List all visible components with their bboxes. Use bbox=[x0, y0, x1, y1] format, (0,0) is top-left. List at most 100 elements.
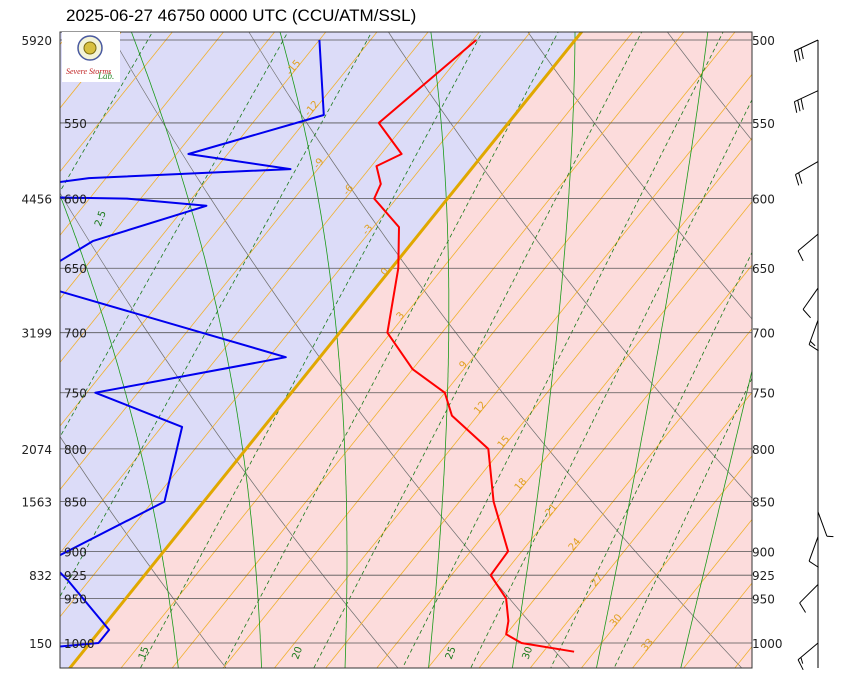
wind-barb bbox=[808, 536, 819, 568]
pressure-label-right: 700 bbox=[752, 327, 775, 341]
isotherm-line bbox=[325, 137, 752, 668]
isotherm-line bbox=[478, 328, 752, 668]
isobars bbox=[60, 39, 752, 644]
moist-adiabat bbox=[130, 32, 262, 668]
isotherm-line bbox=[60, 32, 480, 554]
isotherm-line bbox=[171, 32, 685, 668]
wind-barb bbox=[802, 287, 819, 319]
wind-barbs bbox=[793, 39, 834, 671]
wind-barb bbox=[808, 320, 819, 352]
temperature-profile bbox=[373, 39, 575, 653]
plot-frame bbox=[59, 31, 753, 669]
wind-barb bbox=[817, 511, 834, 538]
pressure-label-left: 850 bbox=[64, 496, 87, 510]
isotherm-line bbox=[222, 32, 736, 668]
pressure-label-left: 800 bbox=[64, 443, 87, 457]
dry-adiabats bbox=[60, 27, 850, 669]
dry-adiabat bbox=[666, 32, 752, 141]
wind-barb bbox=[793, 90, 819, 113]
moist-adiabat bbox=[512, 32, 576, 668]
isotherm-line bbox=[376, 200, 752, 668]
isotherm-line bbox=[273, 73, 752, 668]
warm-region bbox=[69, 32, 752, 668]
dewpoint-profile bbox=[60, 39, 325, 648]
pressure-label-right: 600 bbox=[752, 193, 775, 207]
isotherm-line bbox=[782, 27, 850, 673]
pressure-label-left: 925 bbox=[64, 569, 87, 583]
chart-title: 2025-06-27 46750 0000 UTC (CCU/ATM/SSL) bbox=[66, 6, 417, 25]
pressure-label-right: 800 bbox=[752, 443, 775, 457]
moist-adiabat bbox=[765, 0, 850, 669]
height-label: 1563 bbox=[21, 496, 52, 510]
dry-adiabat bbox=[803, 27, 850, 669]
zero-isotherm-line bbox=[67, 32, 584, 668]
mixing-ratio-line bbox=[313, 32, 643, 668]
wind-barb bbox=[795, 161, 819, 186]
isotherm-label: 0 bbox=[379, 266, 392, 278]
pressure-label-left: 550 bbox=[64, 117, 87, 131]
background-regions bbox=[60, 32, 752, 668]
pressure-label-right: 950 bbox=[752, 592, 775, 606]
pressure-label-left: 750 bbox=[64, 387, 87, 401]
isotherm-line bbox=[833, 27, 850, 673]
moist-adiabat bbox=[596, 32, 709, 668]
logo-lab-text: Lab. bbox=[97, 71, 114, 81]
moist-adiabat bbox=[428, 32, 450, 668]
dry-adiabat bbox=[527, 32, 752, 320]
wind-barb bbox=[799, 584, 819, 613]
height-label: 4456 bbox=[21, 193, 52, 207]
dry-adiabat bbox=[60, 436, 227, 668]
dry-adiabat bbox=[60, 192, 399, 668]
wind-barb bbox=[793, 39, 819, 63]
mixing-ratio-line bbox=[222, 32, 559, 668]
isotherm-line bbox=[120, 32, 634, 668]
pressure-label-left: 1000 bbox=[64, 637, 95, 651]
mixing-ratio-label: 10 bbox=[1, 645, 16, 661]
moist-adiabats bbox=[60, 0, 850, 669]
isotherm-line bbox=[60, 32, 531, 618]
cold-region bbox=[60, 32, 582, 668]
mixing-ratio-label: 30 bbox=[521, 645, 536, 661]
isotherm-line bbox=[60, 32, 276, 300]
profiles bbox=[60, 39, 575, 653]
isotherm-line bbox=[427, 264, 752, 668]
height-label: 150 bbox=[29, 637, 52, 651]
mixing-ratio-label: 15 bbox=[137, 645, 152, 661]
moist-adiabat bbox=[279, 32, 348, 668]
mixing-ratio-label: 2.5 bbox=[93, 209, 109, 228]
height-label: 3199 bbox=[21, 327, 52, 341]
dry-adiabat bbox=[248, 32, 743, 668]
mixing-ratio-line bbox=[60, 32, 153, 193]
pressure-label-right: 925 bbox=[752, 569, 775, 583]
isotherm-line bbox=[60, 32, 429, 491]
pressure-label-right: 650 bbox=[752, 262, 775, 276]
isotherm-line bbox=[632, 518, 752, 668]
pressure-label-left: 700 bbox=[64, 327, 87, 341]
isotherm-line bbox=[60, 32, 173, 173]
pressure-label-right: 900 bbox=[752, 545, 775, 559]
zero-isotherm bbox=[67, 32, 584, 668]
pressure-label-left: 650 bbox=[64, 262, 87, 276]
pressure-label-right: 750 bbox=[752, 387, 775, 401]
pressure-label-right: 1000 bbox=[752, 637, 783, 651]
dry-adiabat bbox=[388, 32, 752, 499]
isotherms bbox=[60, 27, 850, 673]
axis-labels: 5005005505506006006506507007007507508008… bbox=[21, 34, 782, 651]
mixing-ratio-line bbox=[550, 251, 752, 668]
pressure-label-left: 900 bbox=[64, 545, 87, 559]
moist-adiabat bbox=[60, 194, 179, 668]
moist-adiabat bbox=[680, 368, 752, 668]
wind-barb bbox=[797, 642, 819, 671]
lab-logo: Severe Storms Lab. bbox=[62, 32, 120, 82]
mixing-ratio-line bbox=[470, 98, 752, 668]
isotherm-line bbox=[60, 32, 327, 364]
mixing-ratio-line bbox=[60, 32, 373, 598]
isotherm-label: 9 bbox=[458, 359, 471, 371]
isotherm-line bbox=[60, 32, 225, 236]
mixing-ratio-label: 20 bbox=[290, 645, 305, 661]
dry-adiabat bbox=[109, 32, 571, 668]
mixing-ratio-line bbox=[139, 32, 483, 668]
